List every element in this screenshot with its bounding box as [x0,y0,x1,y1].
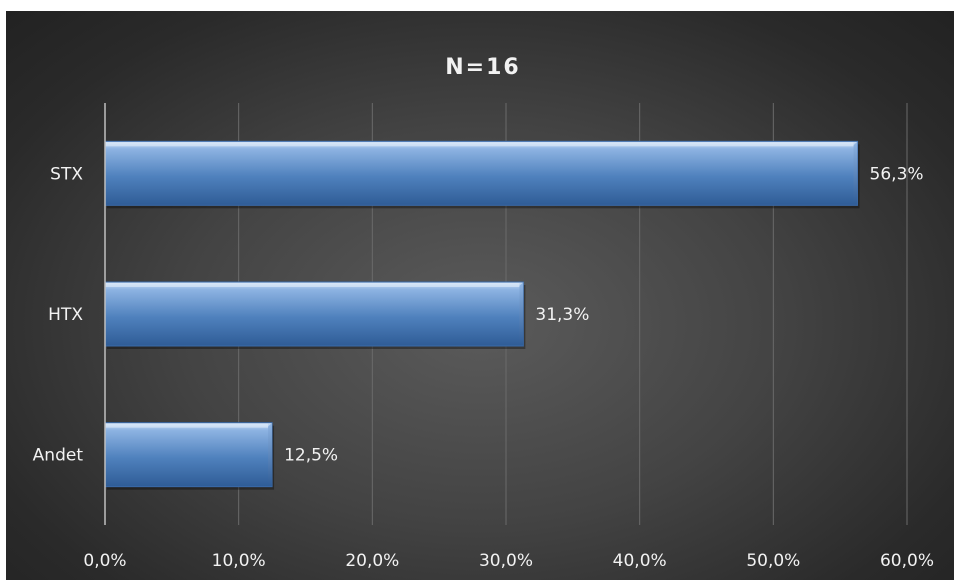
labels: 0,0% 10,0% 20,0% 30,0% 40,0% 50,0% 60,0% STX 56,… [33,164,934,571]
bar-highlight [105,142,854,147]
x-tick-label: 40,0% [613,551,667,571]
bar-andet [104,422,273,488]
x-tick-label: 30,0% [479,551,533,571]
bar-highlight [105,423,269,428]
data-label: 31,3% [535,305,589,325]
bar-cap [268,422,273,487]
category-label: STX [50,164,83,184]
bar-cap [519,282,524,346]
category-label: Andet [33,446,84,466]
bar-highlight [105,283,520,287]
x-tick-label: 0,0% [83,551,126,571]
bar-cap [853,141,858,206]
chart-title: N=16 [445,55,520,80]
chart-area: 0,0% 10,0% 20,0% 30,0% 40,0% 50,0% 60,0% STX 56,… [6,11,954,580]
data-label: 56,3% [870,164,924,184]
x-tick-label: 10,0% [212,551,266,571]
bar-chart: 0,0% 10,0% 20,0% 30,0% 40,0% 50,0% 60,0% STX 56,… [33,55,934,571]
x-tick-label: 50,0% [746,551,800,571]
x-tick-label: 60,0% [880,551,934,571]
data-label: 12,5% [284,446,338,466]
bar-htx [104,281,524,347]
bar-stx [104,140,859,206]
bars [104,140,860,490]
x-tick-label: 20,0% [345,551,399,571]
category-label: HTX [48,305,83,325]
